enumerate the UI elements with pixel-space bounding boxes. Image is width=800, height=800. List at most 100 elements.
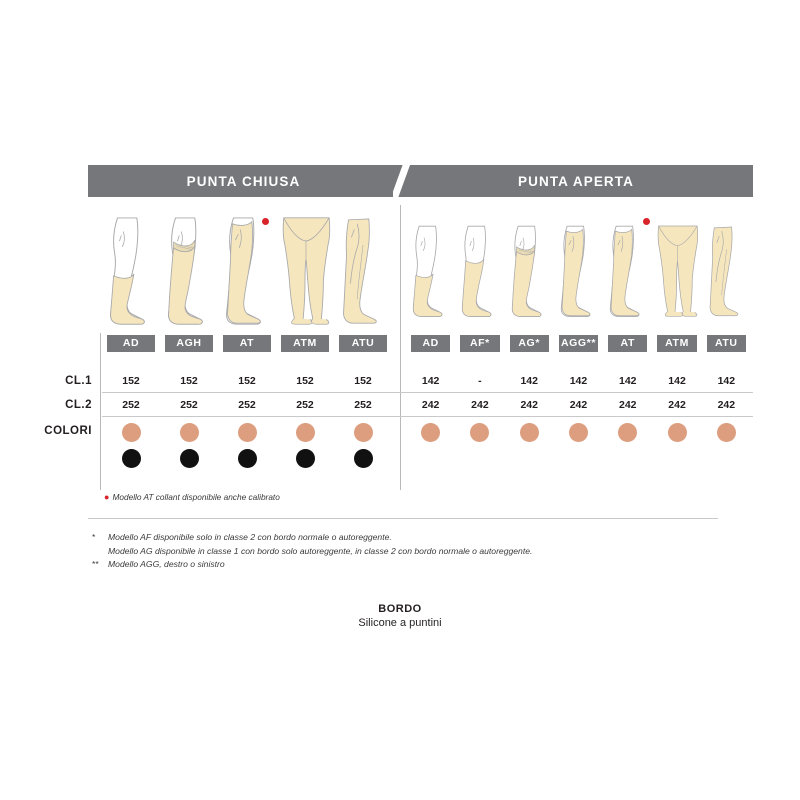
model-chip-afx[interactable]: AF* bbox=[460, 335, 500, 352]
swatch-cell-atu bbox=[702, 423, 751, 449]
rule-under-cl2 bbox=[102, 416, 753, 417]
figure-atm bbox=[652, 212, 701, 330]
swatch-cell-agx bbox=[505, 423, 554, 449]
figure-ad bbox=[102, 212, 160, 330]
color-swatch[interactable] bbox=[237, 423, 257, 442]
footnote-line: Modello AG disponibile in classe 1 con b… bbox=[92, 545, 752, 559]
bordo-caption-subtitle: Silicone a puntini bbox=[358, 617, 442, 629]
model-chip-aggxx[interactable]: AGG** bbox=[558, 335, 599, 352]
figure-agh bbox=[160, 212, 218, 330]
model-chips-open-toe: AD AF* AG* AGG** AT ATM ATU bbox=[406, 335, 751, 352]
band-punta-aperta: PUNTA APERTA bbox=[399, 165, 753, 197]
color-swatch[interactable] bbox=[237, 449, 257, 468]
cl1-value-at: 152 bbox=[238, 375, 256, 387]
cl2-value-aggxx: 242 bbox=[569, 399, 588, 411]
model-chip-agh[interactable]: AGH bbox=[165, 335, 213, 352]
cl1-value-ad: 152 bbox=[122, 375, 140, 387]
row-label-cl1: CL.1 bbox=[65, 375, 92, 387]
row-label-vertical-divider bbox=[100, 333, 101, 490]
color-swatch[interactable] bbox=[618, 423, 638, 442]
swatch-cell-atm bbox=[652, 423, 701, 449]
cl2-values-open-toe: 242 242 242 242 242 242 242 bbox=[406, 399, 751, 411]
row-label-colori: COLORI bbox=[44, 425, 92, 437]
color-swatch[interactable] bbox=[179, 423, 199, 442]
swatch-cell-at bbox=[218, 423, 276, 475]
cl2-value-atm: 242 bbox=[668, 399, 686, 411]
band-diagonal-divider-icon bbox=[393, 163, 415, 199]
figure-aggxx bbox=[554, 212, 603, 330]
note-at-collant-text: Modello AT collant disponibile anche cal… bbox=[112, 492, 280, 502]
figure-agx bbox=[505, 212, 554, 330]
cl2-value-atu: 242 bbox=[717, 399, 736, 411]
model-chip-atu[interactable]: ATU bbox=[706, 335, 746, 352]
color-swatch[interactable] bbox=[121, 449, 141, 468]
section-header-bands: PUNTA CHIUSA PUNTA APERTA bbox=[88, 165, 753, 197]
model-chip-atm[interactable]: ATM bbox=[657, 335, 697, 352]
figure-atm bbox=[276, 212, 334, 330]
cl1-value-atm: 142 bbox=[668, 375, 686, 387]
red-bullet-icon: ● bbox=[104, 492, 110, 502]
color-swatch[interactable] bbox=[568, 423, 588, 442]
color-swatch[interactable] bbox=[353, 423, 373, 442]
footnote-mark: ** bbox=[92, 559, 99, 569]
cl1-value-atu: 142 bbox=[717, 375, 736, 387]
model-chip-ad[interactable]: AD bbox=[107, 335, 155, 352]
figure-at bbox=[218, 212, 276, 330]
model-chip-at[interactable]: AT bbox=[608, 335, 648, 352]
cl1-value-atu: 152 bbox=[354, 375, 372, 387]
figure-atu bbox=[334, 212, 392, 330]
figure-ad bbox=[406, 212, 455, 330]
rule-under-cl1 bbox=[102, 392, 753, 393]
footnote-mark: * bbox=[92, 532, 96, 542]
cl1-value-agx: 142 bbox=[520, 375, 538, 387]
red-dot-icon bbox=[642, 218, 650, 225]
cl1-value-ad: 142 bbox=[421, 375, 440, 387]
cl2-value-atm: 252 bbox=[296, 399, 314, 411]
figure-atu bbox=[702, 212, 751, 330]
model-chip-atm[interactable]: ATM bbox=[281, 335, 329, 352]
band-punta-aperta-label: PUNTA APERTA bbox=[518, 173, 634, 189]
model-chip-ad[interactable]: AD bbox=[411, 335, 451, 352]
footnote-mark bbox=[92, 545, 108, 559]
cl2-value-atu: 252 bbox=[354, 399, 372, 411]
swatch-cell-aggxx bbox=[554, 423, 603, 449]
footnote-line: ** Modello AGG, destro o sinistro bbox=[92, 558, 752, 572]
color-swatch[interactable] bbox=[121, 423, 141, 442]
color-swatch[interactable] bbox=[179, 449, 199, 468]
color-swatch[interactable] bbox=[295, 423, 315, 442]
color-swatches-open-toe bbox=[406, 423, 751, 449]
footnote-line: * Modello AF disponibile solo in classe 2… bbox=[92, 531, 752, 545]
color-swatch[interactable] bbox=[421, 423, 441, 442]
swatch-cell-agh bbox=[160, 423, 218, 475]
color-swatch[interactable] bbox=[295, 449, 315, 468]
cl2-value-ad: 242 bbox=[421, 399, 440, 411]
figure-at bbox=[603, 212, 652, 330]
color-swatch[interactable] bbox=[353, 449, 373, 468]
cl2-values-closed-toe: 252 252 252 252 252 bbox=[102, 399, 392, 411]
bordo-caption: BORDO Silicone a puntini bbox=[0, 603, 800, 629]
swatch-cell-ad bbox=[102, 423, 160, 475]
model-chip-agx[interactable]: AG* bbox=[509, 335, 549, 352]
figure-afx bbox=[455, 212, 504, 330]
model-chip-at[interactable]: AT bbox=[223, 335, 271, 352]
cl1-value-atm: 152 bbox=[296, 375, 314, 387]
cl2-value-at: 242 bbox=[619, 399, 637, 411]
figures-closed-toe bbox=[102, 205, 392, 330]
swatch-cell-atm bbox=[276, 423, 334, 475]
cl2-value-at: 252 bbox=[238, 399, 256, 411]
section-vertical-divider bbox=[400, 205, 401, 490]
cl1-value-afx: - bbox=[478, 375, 482, 387]
swatch-cell-atu bbox=[334, 423, 392, 475]
color-swatch[interactable] bbox=[470, 423, 490, 442]
cl1-values-open-toe: 142 - 142 142 142 142 142 bbox=[406, 375, 751, 387]
color-swatch[interactable] bbox=[519, 423, 539, 442]
footnote-text: Modello AG disponibile in classe 1 con b… bbox=[108, 545, 533, 556]
model-chip-atu[interactable]: ATU bbox=[339, 335, 387, 352]
rule-above-footnotes bbox=[88, 518, 718, 519]
row-label-cl2: CL.2 bbox=[65, 399, 92, 411]
color-swatch[interactable] bbox=[716, 423, 736, 442]
color-swatch[interactable] bbox=[667, 423, 687, 442]
cl2-value-afx: 242 bbox=[471, 399, 489, 411]
cl2-value-agh: 252 bbox=[180, 399, 198, 411]
